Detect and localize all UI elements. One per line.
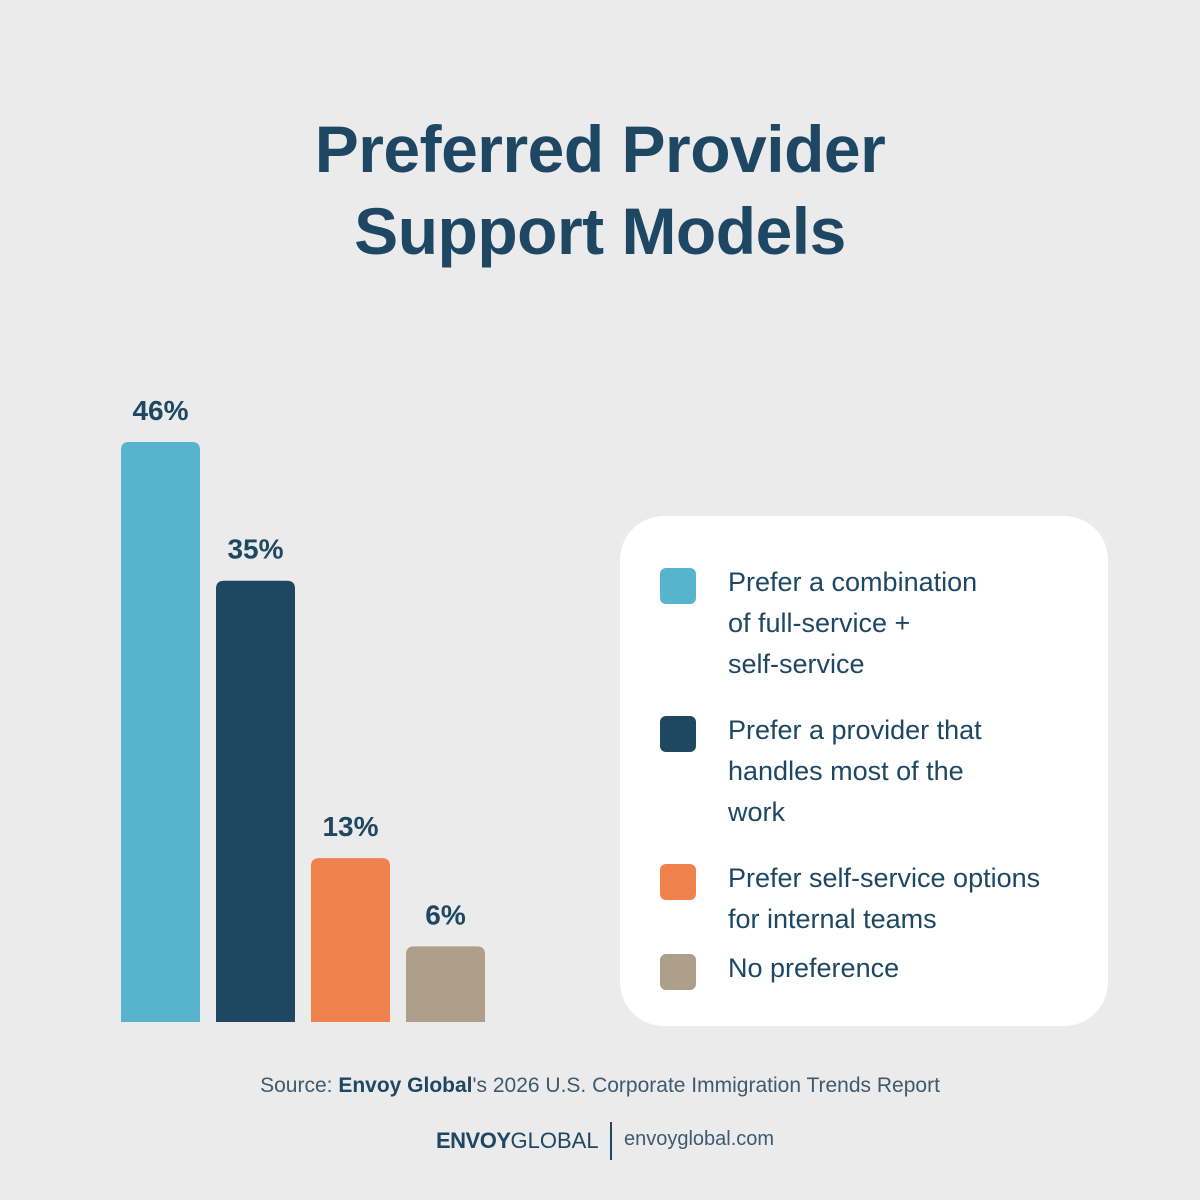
chart-title: Preferred Provider Support Models (0, 108, 1200, 272)
legend-swatch (660, 954, 696, 990)
footer: ENVOYGLOBAL envoyglobal.com (0, 1122, 1200, 1162)
footer-divider (610, 1122, 612, 1160)
bar-value-label-self-service: 13% (322, 811, 378, 842)
source-brand: Envoy Global (338, 1074, 473, 1097)
envoy-global-logo: ENVOYGLOBAL (436, 1128, 599, 1153)
chart-title-line-2: Support Models (354, 194, 846, 268)
legend: Prefer a combination of full-service + s… (620, 516, 1108, 1026)
bar-value-label-no-preference: 6% (425, 899, 466, 930)
bar-no-preference (406, 946, 485, 1022)
legend-swatch (660, 716, 696, 752)
source-note: Source: Envoy Global's 2026 U.S. Corpora… (260, 1074, 940, 1097)
legend-label: No preference (728, 953, 900, 983)
legend-label: Prefer a combination of full-service + s… (728, 567, 978, 679)
legend-label: Prefer a provider that handles most of t… (728, 715, 982, 827)
website-link[interactable]: envoyglobal.com (624, 1128, 775, 1150)
legend-swatch (660, 864, 696, 900)
bar-value-label-provider: 35% (227, 534, 283, 565)
legend-swatch (660, 568, 696, 604)
bar-provider (216, 580, 295, 1022)
bar-combination (121, 442, 200, 1022)
chart-title-line-1: Preferred Provider (314, 112, 886, 186)
bar-self-service (311, 858, 390, 1022)
bar-value-label-combination: 46% (132, 395, 188, 426)
legend-label: Prefer self-service options for internal… (728, 863, 1041, 934)
